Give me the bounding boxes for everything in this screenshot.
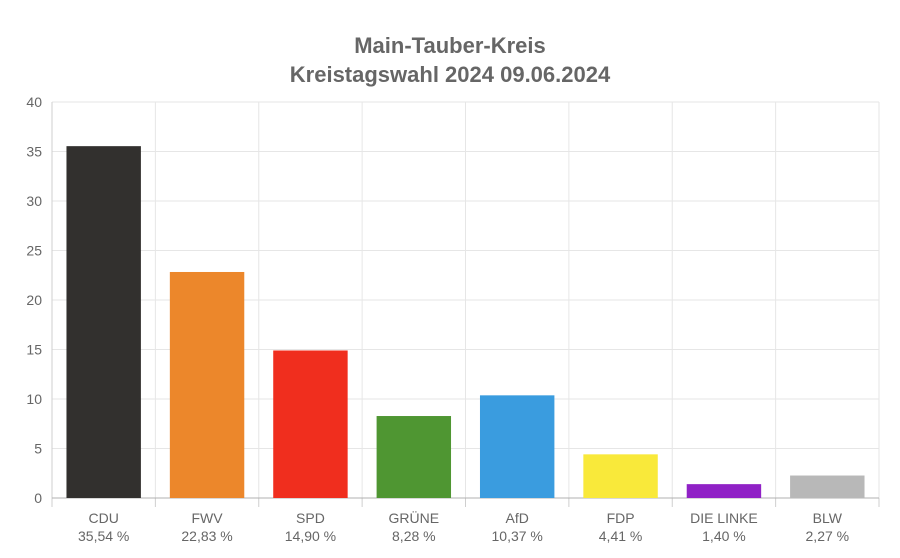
chart-subtitle: Kreistagswahl 2024 09.06.2024 <box>289 62 611 87</box>
bar-die-linke <box>686 484 762 498</box>
x-tick-label: DIE LINKE <box>690 510 758 526</box>
y-tick-label: 40 <box>26 94 42 110</box>
data-label: 4,41 % <box>599 528 643 544</box>
y-tick-label: 10 <box>26 391 42 407</box>
y-tick-label: 35 <box>26 144 42 160</box>
y-tick-label: 5 <box>34 441 42 457</box>
bar-blw <box>790 475 865 498</box>
data-label: 10,37 % <box>492 528 543 544</box>
x-tick-label: FDP <box>607 510 635 526</box>
data-label: 8,28 % <box>392 528 436 544</box>
data-label: 14,90 % <box>285 528 336 544</box>
data-label: 1,40 % <box>702 528 746 544</box>
data-label: 35,54 % <box>78 528 129 544</box>
bar-grüne <box>376 416 452 498</box>
x-tick-label: BLW <box>813 510 843 526</box>
y-tick-label: 15 <box>26 342 42 358</box>
x-tick-label: AfD <box>506 510 529 526</box>
y-tick-label: 20 <box>26 292 42 308</box>
data-label: 22,83 % <box>181 528 232 544</box>
y-tick-label: 0 <box>34 490 42 506</box>
y-tick-label: 30 <box>26 193 42 209</box>
bar-cdu <box>66 146 141 499</box>
x-tick-label: FWV <box>192 510 224 526</box>
bar-spd <box>273 350 348 498</box>
y-tick-label: 25 <box>26 243 42 259</box>
x-tick-label: SPD <box>296 510 325 526</box>
bar-afd <box>479 395 555 498</box>
x-tick-label: GRÜNE <box>389 509 440 526</box>
x-tick-label: CDU <box>89 510 119 526</box>
bar-fwv <box>169 271 245 498</box>
data-label: 2,27 % <box>806 528 850 544</box>
bar-fdp <box>583 454 658 498</box>
chart-title: Main-Tauber-Kreis <box>354 33 546 58</box>
